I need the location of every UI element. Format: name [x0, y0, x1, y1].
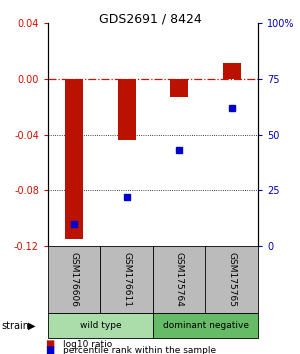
Bar	[170, 79, 188, 97]
Bar	[223, 63, 241, 79]
Bar	[65, 79, 83, 239]
Bar	[118, 79, 136, 140]
Text: ▶: ▶	[28, 321, 35, 331]
Text: strain: strain	[2, 321, 29, 331]
Text: GSM176606: GSM176606	[70, 252, 79, 307]
Text: GSM175765: GSM175765	[227, 252, 236, 307]
Text: GSM176611: GSM176611	[122, 252, 131, 307]
Text: GDS2691 / 8424: GDS2691 / 8424	[99, 12, 201, 25]
Text: wild type: wild type	[80, 321, 121, 330]
Text: GSM175764: GSM175764	[175, 252, 184, 307]
Text: ■: ■	[45, 339, 54, 349]
Text: ■: ■	[45, 346, 54, 354]
Text: log10 ratio: log10 ratio	[63, 339, 112, 349]
Text: dominant negative: dominant negative	[163, 321, 248, 330]
Text: percentile rank within the sample: percentile rank within the sample	[63, 346, 216, 354]
